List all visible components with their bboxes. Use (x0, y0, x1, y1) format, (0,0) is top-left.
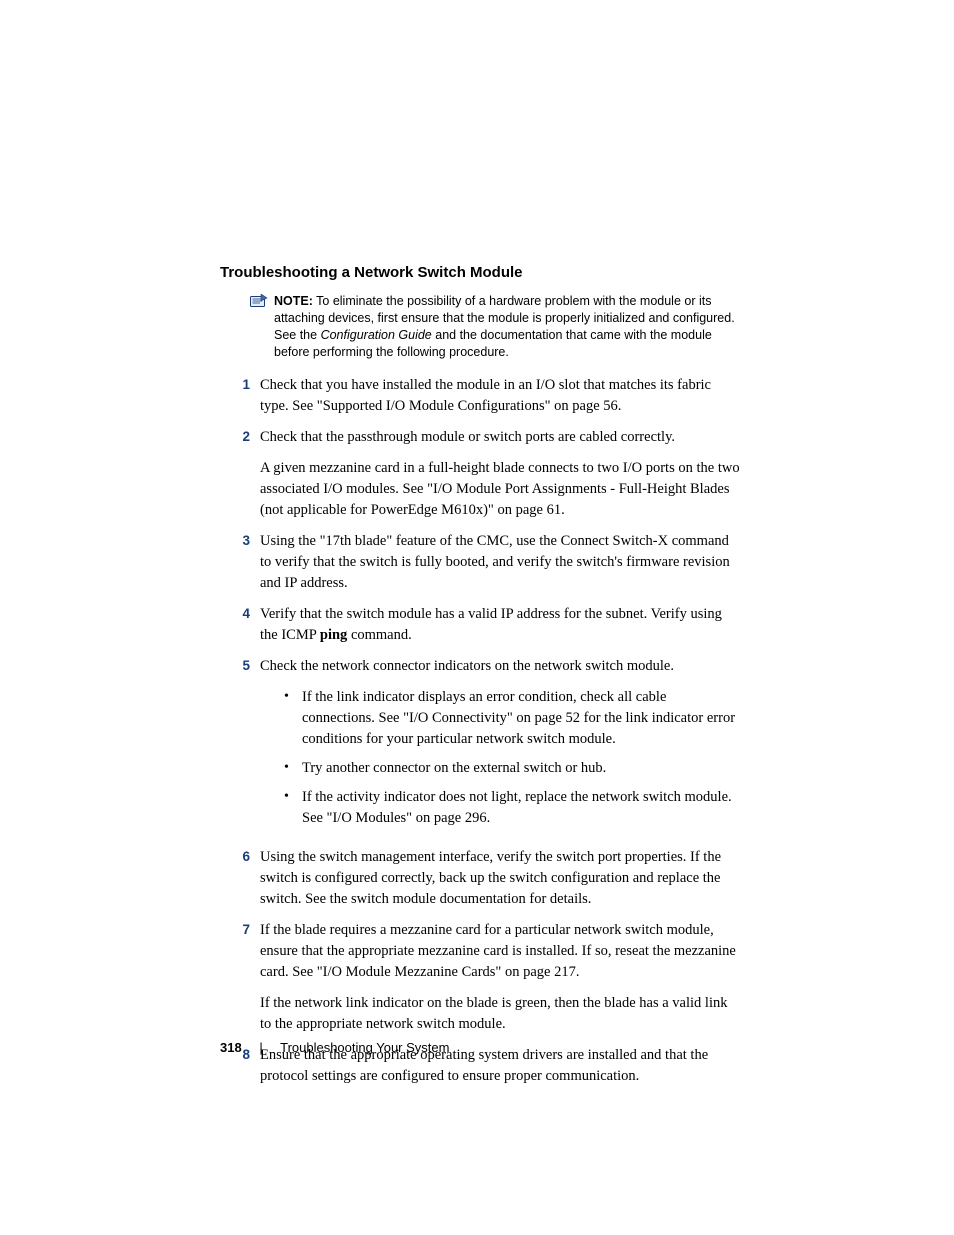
step-para: A given mezzanine card in a full-height … (260, 458, 740, 521)
ping-command: ping (320, 627, 347, 643)
step-body: Check that the passthrough module or swi… (260, 427, 740, 521)
step-para: If the blade requires a mezzanine card f… (260, 920, 740, 983)
footer-separator: | (259, 1040, 262, 1055)
document-page: Troubleshooting a Network Switch Module … (0, 0, 954, 1235)
footer-section: Troubleshooting Your System (280, 1040, 449, 1055)
step-item: 1 Check that you have installed the modu… (220, 375, 740, 417)
step-para: Using the "17th blade" feature of the CM… (260, 531, 740, 594)
bullet-icon: • (284, 787, 302, 807)
step-para: Check that you have installed the module… (260, 375, 740, 417)
step-number: 2 (220, 427, 260, 447)
sub-item: • If the activity indicator does not lig… (284, 787, 740, 829)
step-body: Using the "17th blade" feature of the CM… (260, 531, 740, 594)
step-body: If the blade requires a mezzanine card f… (260, 920, 740, 1035)
step-body: Verify that the switch module has a vali… (260, 604, 740, 646)
step-body: Check that you have installed the module… (260, 375, 740, 417)
step-number: 1 (220, 375, 260, 395)
sub-item: • If the link indicator displays an erro… (284, 687, 740, 750)
bullet-icon: • (284, 687, 302, 707)
note-text: NOTE: To eliminate the possibility of a … (274, 293, 740, 361)
note-icon (250, 294, 268, 308)
section-heading: Troubleshooting a Network Switch Module (220, 264, 740, 281)
step-para: Check that the passthrough module or swi… (260, 427, 740, 448)
page-content: Troubleshooting a Network Switch Module … (220, 264, 740, 1097)
step-number: 5 (220, 656, 260, 676)
page-number: 318 (220, 1040, 242, 1055)
step-para: If the network link indicator on the bla… (260, 993, 740, 1035)
sub-text: If the link indicator displays an error … (302, 687, 740, 750)
bullet-icon: • (284, 758, 302, 778)
step-item: 7 If the blade requires a mezzanine card… (220, 920, 740, 1035)
sub-text: Try another connector on the external sw… (302, 758, 740, 779)
step-item: 3 Using the "17th blade" feature of the … (220, 531, 740, 594)
steps-list: 1 Check that you have installed the modu… (220, 375, 740, 1087)
step-item: 2 Check that the passthrough module or s… (220, 427, 740, 521)
step-body: Check the network connector indicators o… (260, 656, 740, 837)
step-para: Check the network connector indicators o… (260, 656, 740, 677)
sub-item: • Try another connector on the external … (284, 758, 740, 779)
sub-list: • If the link indicator displays an erro… (284, 687, 740, 829)
step-para: Using the switch management interface, v… (260, 847, 740, 910)
page-footer: 318 | Troubleshooting Your System (220, 1040, 449, 1055)
step-number: 7 (220, 920, 260, 940)
note-italic: Configuration Guide (321, 328, 432, 342)
note-block: NOTE: To eliminate the possibility of a … (250, 293, 740, 361)
step-number: 4 (220, 604, 260, 624)
step-number: 3 (220, 531, 260, 551)
step-text: command. (347, 627, 411, 643)
step-item: 6 Using the switch management interface,… (220, 847, 740, 910)
sub-text: If the activity indicator does not light… (302, 787, 740, 829)
step-number: 6 (220, 847, 260, 867)
step-para: Verify that the switch module has a vali… (260, 604, 740, 646)
step-body: Using the switch management interface, v… (260, 847, 740, 910)
note-label: NOTE: (274, 294, 313, 308)
step-item: 4 Verify that the switch module has a va… (220, 604, 740, 646)
step-item: 5 Check the network connector indicators… (220, 656, 740, 837)
